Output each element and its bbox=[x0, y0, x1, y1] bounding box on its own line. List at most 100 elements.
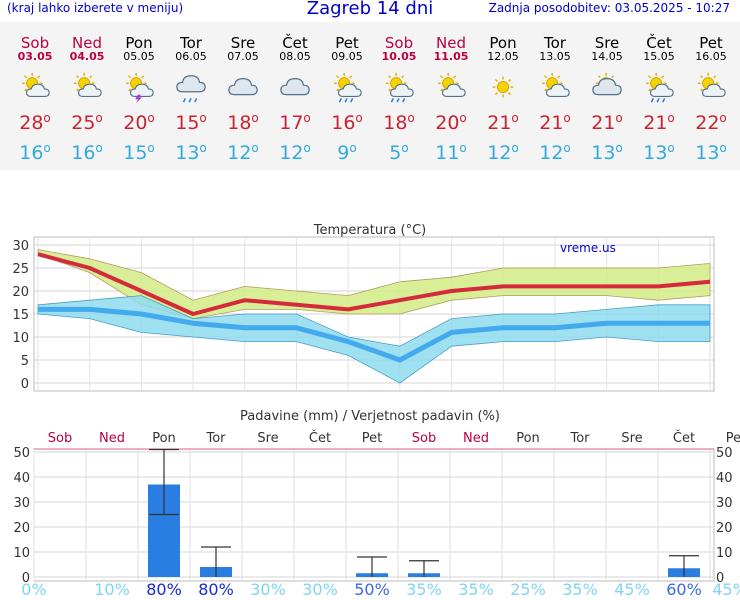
day-name: Tor bbox=[544, 34, 566, 52]
sun-cloud-rain-icon bbox=[333, 72, 362, 103]
day-name: Ned bbox=[436, 34, 466, 52]
degree-sign: o bbox=[251, 111, 259, 125]
precip-probability: 0% bbox=[21, 580, 46, 599]
degree-sign: o bbox=[719, 141, 727, 155]
precip-probability: 35% bbox=[458, 580, 494, 599]
precip-probability: 35% bbox=[562, 580, 598, 599]
top-bar: (kraj lahko izberete v meniju) Zagreb 14… bbox=[0, 0, 740, 22]
degree-sign: o bbox=[303, 111, 311, 125]
degree-sign: o bbox=[615, 111, 623, 125]
sun-cloud-icon bbox=[437, 72, 466, 98]
day-column: Sob 10.05 18o 5o bbox=[373, 22, 425, 170]
sun-shape bbox=[492, 76, 514, 98]
day-date: 08.05 bbox=[279, 50, 311, 63]
day-column: Pon 05.05 20o 15o bbox=[113, 22, 165, 170]
precip-probability: 25% bbox=[510, 580, 546, 599]
min-temp: 13o bbox=[695, 141, 727, 164]
degree-sign: o bbox=[199, 141, 207, 155]
max-temp: 20o bbox=[123, 111, 155, 134]
precip-probability: 30% bbox=[250, 580, 286, 599]
sun-cloud-icon bbox=[541, 72, 570, 98]
sun-cloud-lightning-icon bbox=[125, 72, 154, 104]
degree-sign: o bbox=[459, 141, 467, 155]
day-column: Ned 11.05 20o 11o bbox=[425, 22, 477, 170]
degree-sign: o bbox=[511, 111, 519, 125]
min-temp: 5o bbox=[389, 141, 409, 164]
watermark: vreme.us bbox=[560, 241, 616, 255]
precip-y-tick-right: 50 bbox=[716, 446, 733, 461]
sun-cloudy-icon bbox=[592, 72, 622, 96]
day-date: 14.05 bbox=[591, 50, 623, 63]
day-date: 11.05 bbox=[433, 50, 469, 63]
min-temp: 12o bbox=[227, 141, 259, 164]
temperature-y-tick: 10 bbox=[12, 331, 29, 346]
location-menu-hint[interactable]: (kraj lahko izberete v meniju) bbox=[7, 1, 184, 15]
min-temp: 16o bbox=[71, 141, 103, 164]
sun-icon bbox=[492, 76, 514, 98]
precip-y-tick-left: 10 bbox=[13, 546, 30, 561]
max-temp: 22o bbox=[695, 111, 727, 134]
precip-day-label: Pet bbox=[362, 431, 382, 446]
degree-sign: o bbox=[349, 141, 357, 155]
max-temp: 21o bbox=[591, 111, 623, 134]
day-column: Ned 04.05 25o 16o bbox=[61, 22, 113, 170]
precip-day-label: Sre bbox=[257, 431, 278, 446]
degree-sign: o bbox=[401, 141, 409, 155]
min-temp-line bbox=[38, 306, 710, 363]
day-name: Sob bbox=[20, 34, 50, 52]
precip-day-label: Pet bbox=[726, 431, 740, 446]
temperature-chart-title: Temperatura (°C) bbox=[313, 223, 426, 238]
day-column: Tor 13.05 21o 12o bbox=[529, 22, 581, 170]
max-temp: 16o bbox=[331, 111, 363, 134]
temperature-y-tick: 0 bbox=[21, 377, 29, 392]
day-date: 05.05 bbox=[123, 50, 155, 63]
precip-day-label: Tor bbox=[569, 431, 590, 446]
precip-y-tick-right: 40 bbox=[716, 471, 733, 486]
degree-sign: o bbox=[459, 111, 467, 125]
day-date: 10.05 bbox=[381, 50, 417, 63]
precip-day-label: Pon bbox=[516, 431, 540, 446]
precip-probability: 45% bbox=[614, 580, 650, 599]
day-name: Pet bbox=[335, 34, 359, 52]
degree-sign: o bbox=[43, 141, 51, 155]
precip-day-label: Pon bbox=[152, 431, 176, 446]
degree-sign: o bbox=[719, 111, 727, 125]
precip-day-label: Ned bbox=[99, 431, 125, 446]
precip-probability: 50% bbox=[354, 580, 390, 599]
degree-sign: o bbox=[511, 141, 519, 155]
day-column: Čet 08.05 17o 12o bbox=[269, 22, 321, 170]
cloudy-icon bbox=[228, 77, 258, 96]
precip-y-tick-left: 30 bbox=[13, 496, 30, 511]
day-date: 07.05 bbox=[227, 50, 259, 63]
min-temp: 9o bbox=[337, 141, 357, 164]
degree-sign: o bbox=[95, 141, 103, 155]
day-name: Sob bbox=[384, 34, 414, 52]
degree-sign: o bbox=[563, 141, 571, 155]
degree-sign: o bbox=[615, 141, 623, 155]
day-date: 04.05 bbox=[69, 50, 105, 63]
temperature-y-tick: 30 bbox=[12, 239, 29, 254]
precip-y-tick-left: 40 bbox=[13, 471, 30, 486]
min-temp: 12o bbox=[487, 141, 519, 164]
sun-cloud-icon bbox=[697, 72, 726, 98]
temperature-y-tick: 5 bbox=[21, 354, 29, 369]
precip-y-tick-left: 20 bbox=[13, 521, 30, 536]
day-name: Ned bbox=[72, 34, 102, 52]
max-temp: 21o bbox=[643, 111, 675, 134]
sun-cloud-rain-icon bbox=[645, 72, 674, 103]
precip-y-tick-right: 20 bbox=[716, 521, 733, 536]
precip-y-tick-right: 30 bbox=[716, 496, 733, 511]
day-date: 15.05 bbox=[643, 50, 675, 63]
max-temp: 21o bbox=[487, 111, 519, 134]
precip-probability: 80% bbox=[146, 580, 182, 599]
max-temp: 18o bbox=[383, 111, 415, 134]
precipitation-plot-area bbox=[33, 448, 715, 582]
precip-y-tick-right: 10 bbox=[716, 546, 733, 561]
day-date: 03.05 bbox=[17, 50, 53, 63]
temperature-y-tick: 20 bbox=[12, 285, 29, 300]
day-name: Pet bbox=[699, 34, 723, 52]
daily-forecast-strip: Sob 03.05 28o 16o Ned 04.05 25o 16o Pon 05.05 20o 1… bbox=[0, 22, 740, 170]
max-temp: 17o bbox=[279, 111, 311, 134]
day-date: 12.05 bbox=[487, 50, 519, 63]
day-column: Čet 15.05 21o 13o bbox=[633, 22, 685, 170]
